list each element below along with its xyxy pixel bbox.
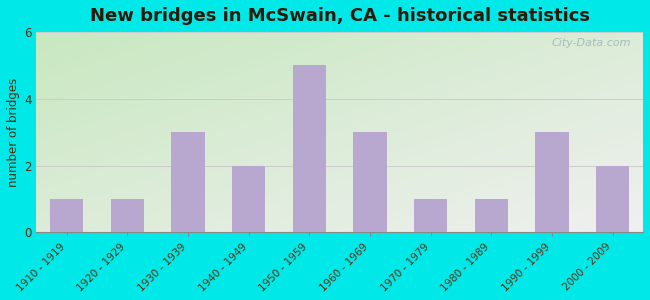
Bar xyxy=(354,132,387,232)
Bar xyxy=(50,199,83,232)
Bar xyxy=(172,132,205,232)
Bar xyxy=(232,166,265,232)
Bar xyxy=(536,132,569,232)
Title: New bridges in McSwain, CA - historical statistics: New bridges in McSwain, CA - historical … xyxy=(90,7,590,25)
Text: City-Data.com: City-Data.com xyxy=(551,38,631,48)
Bar xyxy=(596,166,629,232)
Bar xyxy=(474,199,508,232)
Bar xyxy=(292,65,326,232)
Bar xyxy=(414,199,447,232)
Bar xyxy=(111,199,144,232)
Y-axis label: number of bridges: number of bridges xyxy=(7,78,20,187)
